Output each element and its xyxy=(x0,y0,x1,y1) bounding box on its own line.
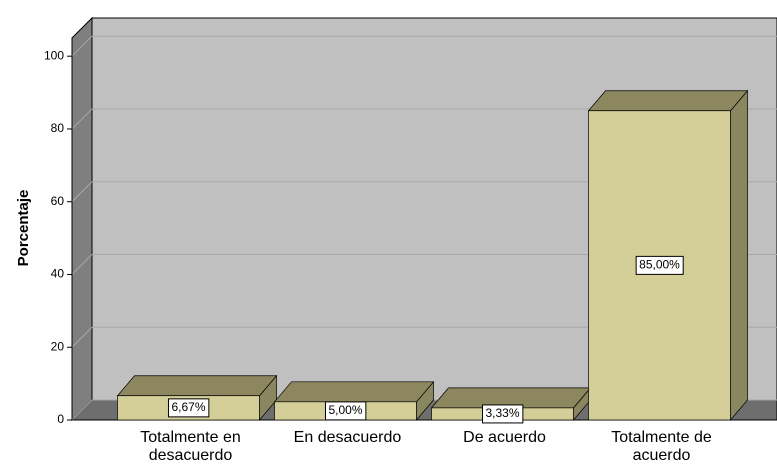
y-tick-label: 20 xyxy=(51,339,65,353)
grid-line xyxy=(71,399,93,421)
x-tick-label: Totalmente de acuerdo xyxy=(611,429,712,464)
value-label-box xyxy=(635,255,684,275)
value-label-box xyxy=(481,404,524,424)
bar-top xyxy=(116,375,278,397)
value-label: 85,00% xyxy=(639,258,680,272)
bar-side xyxy=(730,89,748,421)
x-tick-label: En desacuerdo xyxy=(293,429,402,446)
bar-top xyxy=(587,90,749,112)
grid-line xyxy=(71,254,93,275)
y-tick-label: 80 xyxy=(51,121,65,135)
value-label-box xyxy=(324,401,367,421)
value-label: 3,33% xyxy=(485,406,519,420)
y-tick-label: 60 xyxy=(51,194,65,208)
side-wall xyxy=(71,16,93,422)
y-tick-label: 0 xyxy=(57,412,64,426)
y-tick-label: 100 xyxy=(44,48,64,62)
grid-line xyxy=(71,181,93,203)
value-label: 6,67% xyxy=(171,400,205,414)
value-label-box xyxy=(167,398,210,418)
y-axis-label: Porcentaje xyxy=(15,190,32,267)
grid-line xyxy=(71,326,93,348)
grid-line xyxy=(71,108,93,130)
grid-line xyxy=(71,35,93,57)
x-tick-label: De acuerdo xyxy=(463,429,546,446)
bar-top xyxy=(273,381,435,403)
value-label: 5,00% xyxy=(328,403,362,417)
y-tick-label: 40 xyxy=(51,267,65,281)
x-tick-label: Totalmente en desacuerdo xyxy=(140,429,241,464)
